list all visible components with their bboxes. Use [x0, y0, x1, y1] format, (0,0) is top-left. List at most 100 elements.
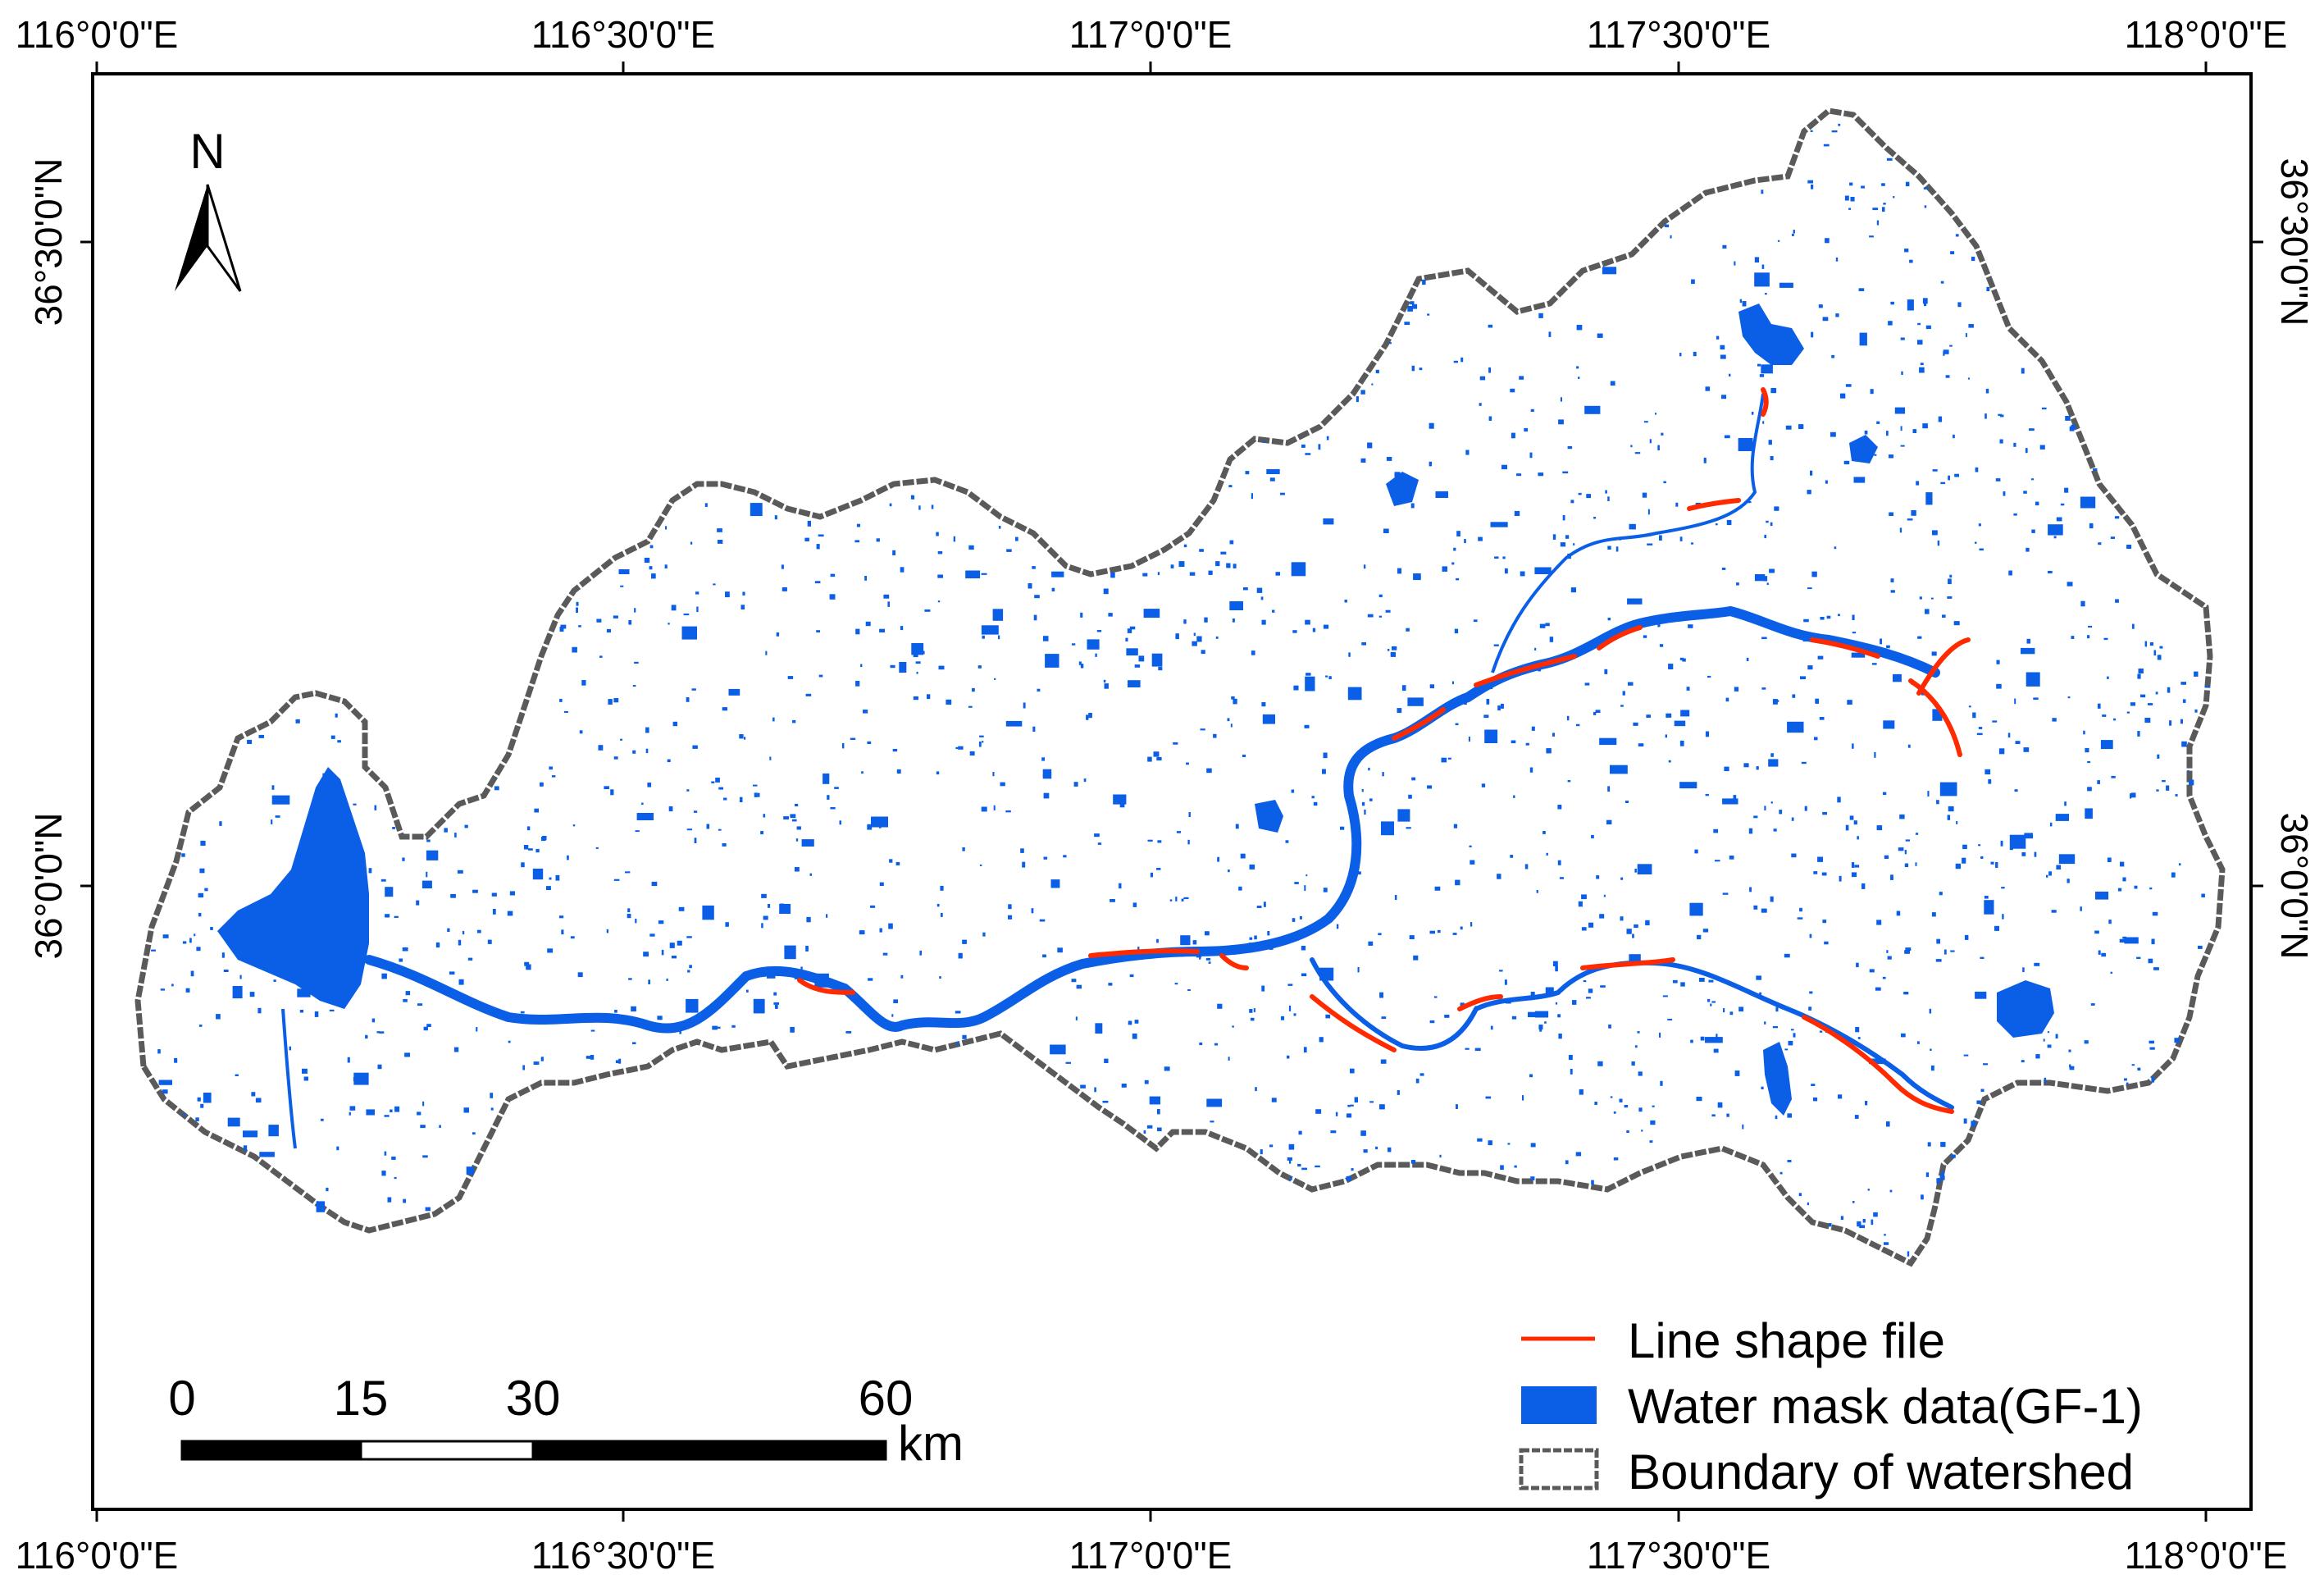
water-body-dot [1978, 727, 1983, 729]
water-body-dot [1206, 768, 1212, 774]
water-body-dot [931, 504, 934, 509]
water-body-dot [1228, 870, 1230, 873]
water-body-dot [1890, 301, 1894, 305]
water-body-dot [1397, 568, 1401, 574]
water-body-dot [1394, 895, 1397, 901]
water-body-dot [2108, 920, 2112, 924]
water-body-dot [561, 929, 564, 935]
water-body-dot [618, 1058, 622, 1064]
water-body-dot [1524, 427, 1528, 432]
water-body-dot [1022, 861, 1026, 868]
water-body-dot [330, 874, 349, 888]
water-body-dot [1939, 892, 1943, 896]
north-arrow-right-half [206, 184, 242, 292]
water-body-dot [216, 1014, 221, 1020]
water-body-dot [1784, 1048, 1789, 1051]
water-body-dot [1562, 471, 1569, 474]
water-body-dot [381, 1171, 386, 1176]
line-shape-segment [1761, 387, 1769, 417]
water-body-dot [2015, 741, 2021, 744]
bottom-tick-label: 116°0'0"E [16, 1534, 179, 1577]
water-body-dot [1626, 929, 1632, 934]
water-body-dot [1346, 1175, 1351, 1181]
water-body-dot [1350, 1104, 1354, 1107]
water-body-dot [1539, 1028, 1542, 1032]
water-body-dot [1552, 961, 1558, 966]
water-body-dot [2050, 822, 2053, 827]
water-body-dot [296, 892, 298, 897]
water-body-dot [1368, 941, 1374, 946]
water-body-dot [1613, 1111, 1616, 1114]
water-body-dot [1325, 675, 1328, 678]
water-body-dot [1835, 257, 1839, 262]
water-body-dot [1408, 794, 1412, 799]
water-body-dot [1793, 230, 1795, 234]
water-body-dot [2130, 792, 2136, 798]
water-body-dot [1761, 189, 1764, 194]
water-body-dot [1790, 1029, 1794, 1031]
water-body-dot [1538, 472, 1544, 477]
water-body-dot [1978, 523, 1981, 527]
water-body-dot [1367, 614, 1374, 618]
water-body-dot [2097, 703, 2101, 709]
water-body-dot [379, 1031, 385, 1034]
water-body-dot [1071, 979, 1077, 983]
water-body-dot [1659, 1032, 1661, 1038]
water-body-dot [1500, 1165, 1504, 1171]
water-body-dot [1886, 1121, 1890, 1127]
water-body-dot [1995, 862, 1998, 868]
water-body-dot [1912, 429, 1917, 433]
water-body-dot [1855, 1027, 1860, 1033]
water-body-dot [1634, 452, 1641, 454]
water-body-dot [353, 1072, 369, 1085]
water-body-dot [1900, 445, 1905, 447]
water-body-dot [579, 730, 583, 734]
water-body-dot [635, 830, 640, 833]
water-body-dot [1201, 650, 1205, 655]
water-body-dot [665, 526, 668, 530]
water-body-dot [694, 838, 697, 843]
water-body-dot [1818, 304, 1823, 308]
water-body-dot [1326, 436, 1329, 440]
water-body-dot [1819, 1030, 1823, 1033]
water-body-dot [1263, 901, 1266, 907]
water-body-dot [1985, 388, 1989, 394]
water-body-dot [2166, 785, 2170, 791]
water-body-dot [1479, 403, 1482, 406]
water-body-dot [1558, 1034, 1562, 1039]
water-body-dot [392, 827, 395, 829]
water-body-dot [871, 816, 888, 828]
water-body-dot [526, 964, 531, 970]
water-body-dot [1187, 839, 1190, 845]
water-body-dot [627, 908, 631, 913]
scale-segment-3 [531, 1440, 887, 1461]
water-body-dot [1104, 683, 1109, 689]
water-body-dot [194, 933, 196, 937]
water-body-dot [895, 861, 900, 865]
water-body-dot [1280, 492, 1285, 495]
water-body-dot [1769, 568, 1775, 573]
water-body-dot [1586, 494, 1591, 499]
water-body-dot [1266, 468, 1280, 474]
water-body-dot [1905, 947, 1912, 951]
water-body-dot [1378, 594, 1383, 598]
water-body-dot [416, 900, 420, 906]
water-body-dot [753, 784, 758, 787]
water-body-dot [1936, 938, 1940, 944]
water-body-dot [426, 839, 431, 842]
water-body-dot [1175, 897, 1178, 901]
water-body-dot [1134, 664, 1141, 668]
water-body-dot [1128, 680, 1141, 687]
water-body-dot [1565, 1160, 1569, 1165]
water-body-dot [722, 843, 727, 847]
water-body-dot [1364, 809, 1366, 815]
water-body-dot [1642, 492, 1647, 498]
water-body-dot [1904, 863, 1909, 868]
water-body-dot [1943, 349, 1949, 354]
water-body-dot [1303, 1047, 1307, 1053]
water-body-dot [316, 1201, 326, 1212]
water-body-dot [643, 952, 649, 957]
water-body-dot [2084, 1040, 2089, 1044]
water-body-dot [1779, 1171, 1783, 1175]
water-body-dot [671, 956, 677, 959]
